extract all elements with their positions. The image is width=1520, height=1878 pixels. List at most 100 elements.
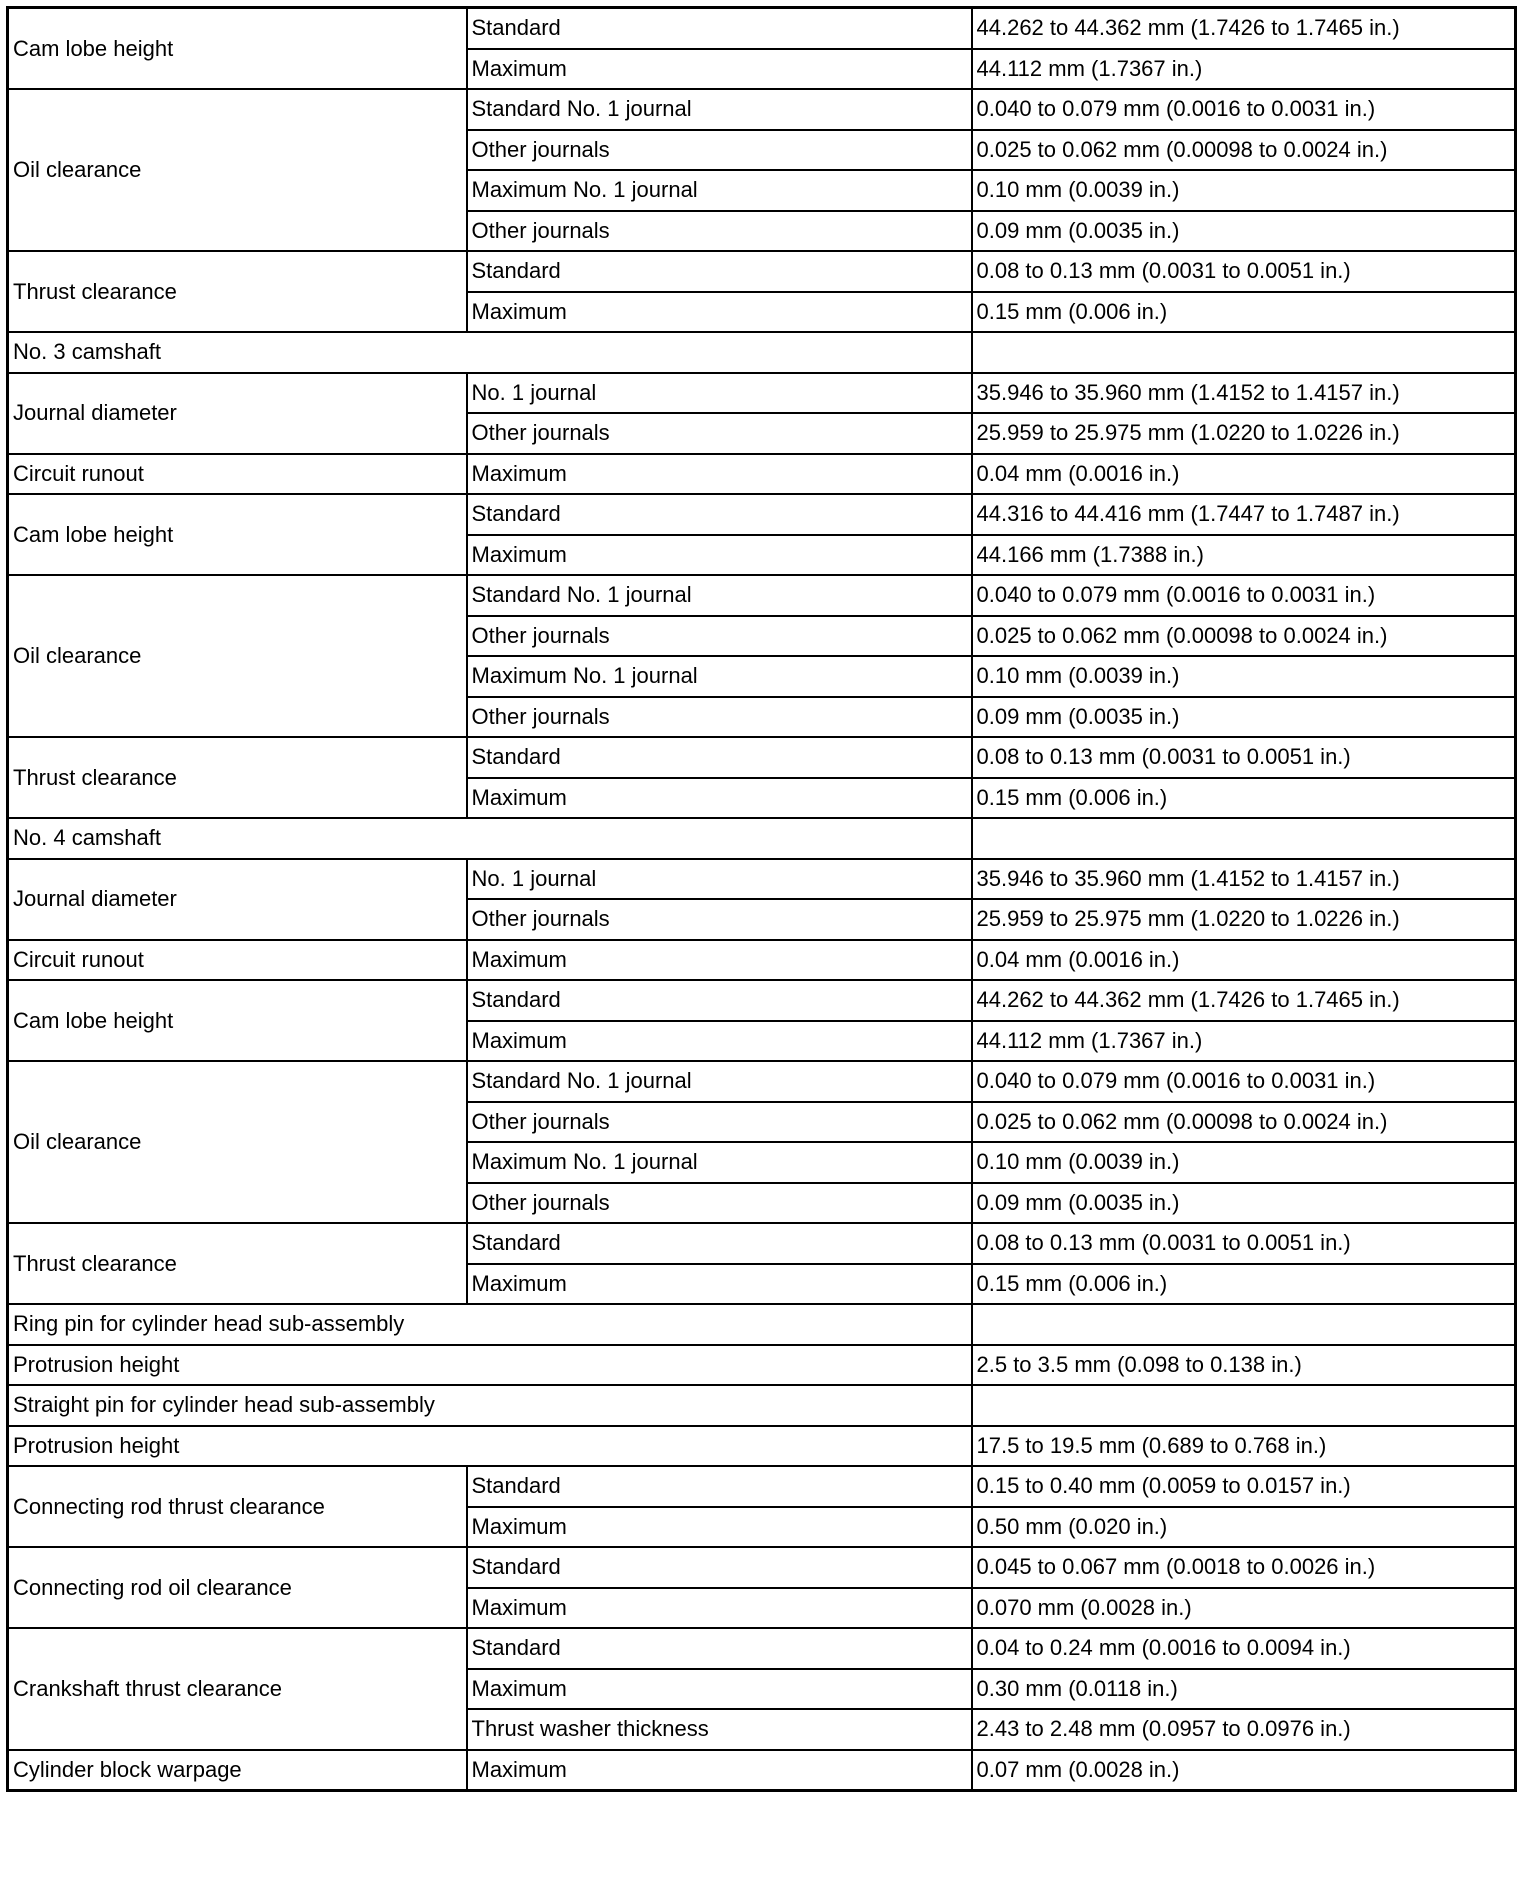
table-row: Oil clearance Standard No. 1 journal 0.040… <box>6 88 1517 252</box>
condition-cell: Thrust washer thickness <box>465 1708 973 1751</box>
condition-cell: Other journals <box>465 898 973 941</box>
value-cell: 0.08 to 0.13 mm (0.0031 to 0.0051 in.) <box>970 1222 1517 1265</box>
condition-cell: Maximum No. 1 journal <box>465 655 973 698</box>
table-row: Maximum 44.112 mm (1.7367 in.) <box>8 47 1517 90</box>
section-cell: Protrusion height <box>6 1424 973 1467</box>
value-cell: 0.07 mm (0.0028 in.) <box>970 1748 1517 1792</box>
condition-cell: Maximum <box>465 533 973 576</box>
condition-cell: Standard No. 1 journal <box>465 1060 973 1103</box>
table-row: Journal diameter No. 1 journal 35.946 to 3… <box>6 857 1517 941</box>
value-cell: 0.025 to 0.062 mm (0.00098 to 0.0024 in.… <box>970 614 1517 657</box>
condition-cell: Standard <box>465 250 973 293</box>
item-cell: Crankshaft thrust clearance <box>6 1627 468 1751</box>
condition-cell: Other journals <box>465 1100 973 1143</box>
table-row: Thrust clearance Standard 0.08 to 0.13 mm … <box>6 250 1517 333</box>
value-cell: 0.070 mm (0.0028 in.) <box>970 1586 1517 1629</box>
item-cell: Oil clearance <box>6 574 468 738</box>
value-cell <box>970 331 1517 374</box>
condition-cell: Maximum <box>465 1505 973 1548</box>
condition-cell: Other journals <box>465 128 973 171</box>
condition-cell: No. 1 journal <box>465 857 973 900</box>
table-row: Other journals 0.09 mm (0.0035 in.) <box>8 695 1517 738</box>
table-row: Cam lobe height Standard 44.316 to 44.416 … <box>6 493 1517 576</box>
table-row: No. 3 camshaft <box>6 331 1517 374</box>
condition-cell: Other journals <box>465 209 973 252</box>
table-row: Protrusion height 2.5 to 3.5 mm (0.098 to… <box>6 1343 1517 1386</box>
table-row: Connecting rod thrust clearance Standard 0… <box>6 1465 1517 1548</box>
table-row: Maximum 0.070 mm (0.0028 in.) <box>8 1586 1517 1629</box>
table-row: Maximum No. 1 journal 0.10 mm (0.0039 in.… <box>8 655 1517 698</box>
section-cell: Protrusion height <box>6 1343 973 1386</box>
condition-cell: Maximum <box>465 1748 973 1792</box>
section-cell: No. 3 camshaft <box>6 331 973 374</box>
spec-sheet: Cam lobe height Standard 44.262 to 44.362 … <box>6 6 1517 1792</box>
table-row: Other journals 0.025 to 0.062 mm (0.00098… <box>8 1100 1517 1143</box>
value-cell: 44.262 to 44.362 mm (1.7426 to 1.7465 in… <box>970 6 1517 50</box>
condition-cell: Standard <box>465 1546 973 1589</box>
condition-cell: Other journals <box>465 412 973 455</box>
value-cell: 17.5 to 19.5 mm (0.689 to 0.768 in.) <box>970 1424 1517 1467</box>
value-cell: 0.08 to 0.13 mm (0.0031 to 0.0051 in.) <box>970 250 1517 293</box>
table-row: Maximum 44.166 mm (1.7388 in.) <box>8 533 1517 576</box>
value-cell: 0.08 to 0.13 mm (0.0031 to 0.0051 in.) <box>970 736 1517 779</box>
condition-cell: Other journals <box>465 1181 973 1224</box>
condition-cell: Standard <box>465 1222 973 1265</box>
value-cell: 0.04 mm (0.0016 in.) <box>970 938 1517 981</box>
table-row: Ring pin for cylinder head sub-assembly <box>6 1303 1517 1346</box>
condition-cell: Standard <box>465 493 973 536</box>
item-cell: Cam lobe height <box>6 6 468 90</box>
item-cell: Oil clearance <box>6 1060 468 1224</box>
item-cell: Cam lobe height <box>6 493 468 576</box>
condition-cell: Maximum <box>465 938 973 981</box>
condition-cell: Maximum <box>465 1667 973 1710</box>
condition-cell: Other journals <box>465 614 973 657</box>
value-cell: 25.959 to 25.975 mm (1.0220 to 1.0226 in… <box>970 412 1517 455</box>
condition-cell: Other journals <box>465 695 973 738</box>
item-cell: Circuit runout <box>6 452 468 495</box>
table-row: Maximum 0.50 mm (0.020 in.) <box>8 1505 1517 1548</box>
table-row: Thrust washer thickness 2.43 to 2.48 mm (… <box>8 1708 1517 1751</box>
condition-cell: Maximum <box>465 290 973 333</box>
table-row: Oil clearance Standard No. 1 journal 0.040… <box>6 1060 1517 1224</box>
spec-table: Cam lobe height Standard 44.262 to 44.362 … <box>6 6 1517 1792</box>
value-cell: 0.10 mm (0.0039 in.) <box>970 1141 1517 1184</box>
value-cell: 0.15 mm (0.006 in.) <box>970 1262 1517 1305</box>
table-row: Other journals 0.025 to 0.062 mm (0.00098… <box>8 128 1517 171</box>
value-cell: 35.946 to 35.960 mm (1.4152 to 1.4157 in… <box>970 371 1517 414</box>
item-cell: Cam lobe height <box>6 979 468 1062</box>
condition-cell: Standard <box>465 1627 973 1670</box>
value-cell: 0.04 mm (0.0016 in.) <box>970 452 1517 495</box>
table-row: Maximum 0.15 mm (0.006 in.) <box>8 776 1517 819</box>
condition-cell: Standard <box>465 736 973 779</box>
table-row: Maximum 0.30 mm (0.0118 in.) <box>8 1667 1517 1710</box>
table-row: Crankshaft thrust clearance Standard 0.04 … <box>6 1627 1517 1751</box>
condition-cell: Standard No. 1 journal <box>465 574 973 617</box>
table-row: Journal diameter No. 1 journal 35.946 to 3… <box>6 371 1517 455</box>
value-cell: 0.50 mm (0.020 in.) <box>970 1505 1517 1548</box>
value-cell: 25.959 to 25.975 mm (1.0220 to 1.0226 in… <box>970 898 1517 941</box>
condition-cell: No. 1 journal <box>465 371 973 414</box>
table-row: Circuit runout Maximum 0.04 mm (0.0016 in.… <box>6 452 1517 495</box>
item-cell: Journal diameter <box>6 857 468 941</box>
condition-cell: Maximum No. 1 journal <box>465 169 973 212</box>
table-row: Connecting rod oil clearance Standard 0.04… <box>6 1546 1517 1629</box>
table-row: Thrust clearance Standard 0.08 to 0.13 mm … <box>6 1222 1517 1305</box>
value-cell: 0.10 mm (0.0039 in.) <box>970 169 1517 212</box>
table-row: Other journals 25.959 to 25.975 mm (1.022… <box>8 898 1517 941</box>
value-cell: 44.166 mm (1.7388 in.) <box>970 533 1517 576</box>
table-row: Oil clearance Standard No. 1 journal 0.040… <box>6 574 1517 738</box>
item-cell: Thrust clearance <box>6 250 468 333</box>
value-cell: 0.040 to 0.079 mm (0.0016 to 0.0031 in.) <box>970 88 1517 131</box>
condition-cell: Standard <box>465 979 973 1022</box>
value-cell: 0.040 to 0.079 mm (0.0016 to 0.0031 in.) <box>970 574 1517 617</box>
value-cell: 35.946 to 35.960 mm (1.4152 to 1.4157 in… <box>970 857 1517 900</box>
table-row: Maximum No. 1 journal 0.10 mm (0.0039 in.… <box>8 1141 1517 1184</box>
item-cell: Thrust clearance <box>6 736 468 819</box>
table-row: Maximum No. 1 journal 0.10 mm (0.0039 in.… <box>8 169 1517 212</box>
table-row: Protrusion height 17.5 to 19.5 mm (0.689 … <box>6 1424 1517 1467</box>
item-cell: Oil clearance <box>6 88 468 252</box>
table-row: Other journals 0.025 to 0.062 mm (0.00098… <box>8 614 1517 657</box>
table-body: Cam lobe height Standard 44.262 to 44.362 … <box>6 6 1517 1792</box>
table-row: Cam lobe height Standard 44.262 to 44.362 … <box>6 6 1517 90</box>
